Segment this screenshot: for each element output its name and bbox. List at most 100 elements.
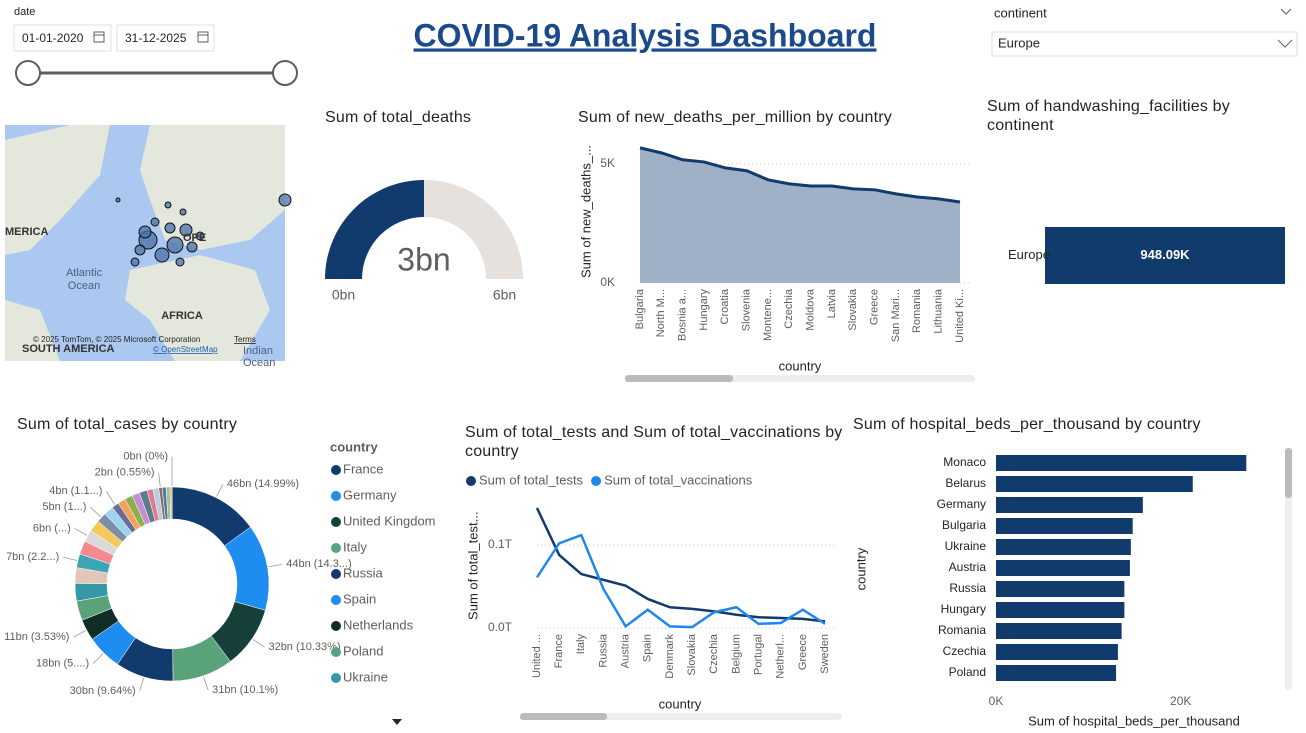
x-axis-title: country: [659, 696, 702, 711]
y-tick-label: Ukraine: [945, 539, 987, 553]
x-tick-label: Slovakia: [686, 633, 698, 675]
map-label: OPE: [183, 232, 206, 244]
legend-label: Netherlands: [343, 617, 414, 632]
y-tick-label: Romania: [938, 623, 986, 637]
data-label: 18bn (5....): [36, 657, 89, 669]
leader-line: [252, 638, 265, 648]
map-label: SOUTH AMERICA: [22, 343, 115, 355]
map-label: Ocean: [68, 280, 100, 292]
map-osm[interactable]: © OpenStreetMap: [153, 345, 218, 354]
scrollbar[interactable]: [1285, 448, 1292, 690]
x-tick-label: Hungary: [698, 289, 710, 331]
legend-label: France: [343, 461, 383, 476]
slicer-label: date: [14, 6, 35, 18]
dropdown[interactable]: [991, 31, 1298, 57]
x-tick-label: Czechia: [708, 633, 720, 674]
chart-title: Sum of new_deaths_per_million by country: [578, 109, 892, 126]
y-tick-label: Poland: [949, 665, 986, 679]
gauge-tick-label: 6bn: [493, 287, 516, 303]
legend-scroll[interactable]: [392, 719, 402, 725]
y-tick-label: Russia: [949, 581, 986, 595]
slider-handle[interactable]: [272, 60, 298, 86]
legend-marker: [331, 673, 341, 683]
calendar-icons: [93, 31, 209, 43]
date-start[interactable]: 01-01-2020: [22, 31, 84, 45]
x-tick-label: Portugal: [752, 634, 764, 675]
data-label: 11bn (3.53%): [4, 631, 69, 643]
map-label: Atlantic: [66, 267, 103, 279]
x-tick-label: United Ki...: [954, 289, 966, 343]
x-axis-title: Sum of hospital_beds_per_thousand: [1028, 713, 1240, 728]
gauge-tick-label: 0bn: [332, 287, 355, 303]
leader-line: [92, 653, 104, 664]
scroll-thumb[interactable]: [625, 375, 733, 382]
legend-marker: [331, 491, 341, 501]
data-label: 5bn (1...): [42, 501, 86, 513]
bar: [996, 581, 1125, 597]
leader-line: [158, 472, 161, 487]
bar: [996, 518, 1133, 534]
map-label: AFRICA: [161, 310, 203, 322]
date-end[interactable]: 31-12-2025: [125, 31, 187, 45]
scroll-thumb[interactable]: [520, 713, 607, 720]
date-input[interactable]: [13, 24, 112, 52]
map-label: Indian: [243, 345, 273, 357]
map-terms[interactable]: Terms: [234, 335, 256, 344]
y-axis-title: Sum of new_deaths_...: [578, 145, 593, 278]
bar: [1045, 227, 1285, 284]
legend-marker: [331, 569, 341, 579]
legend-label: United Kingdom: [343, 513, 436, 528]
x-tick-label: Czechia: [783, 288, 795, 329]
x-tick-label: Croatia: [719, 288, 731, 324]
x-tick-label: France: [553, 634, 565, 668]
map-label: MERICA: [5, 226, 48, 238]
bar: [996, 665, 1117, 681]
dashboard-title: COVID-19 Analysis Dashboard: [414, 17, 877, 53]
data-label: 6bn (...): [33, 522, 71, 534]
legend-marker: [331, 543, 341, 553]
x-tick-label: Lithuania: [933, 288, 945, 334]
bar: [996, 497, 1143, 513]
y-tick-label: Monaco: [943, 455, 986, 469]
data-label: 44bn (14.3...): [286, 558, 351, 570]
line: [639, 146, 961, 204]
chevron[interactable]: [1280, 8, 1292, 15]
chart-title: Sum of total_deaths: [325, 109, 472, 126]
slicer-label: continent: [994, 5, 1047, 20]
y-tick-label: 0K: [600, 275, 615, 289]
x-tick-label: 20K: [1170, 694, 1191, 708]
x-tick-label: United ...: [531, 634, 543, 678]
slider-handle[interactable]: [15, 60, 41, 86]
y-tick-label: Belarus: [945, 476, 986, 490]
chevron[interactable]: [1277, 39, 1293, 48]
dropdown-value[interactable]: Europe: [998, 35, 1040, 50]
legend-label: Sum of total_vaccinations: [604, 472, 753, 487]
bar: [996, 539, 1131, 555]
leader-line: [216, 484, 224, 497]
data-label: 46bn (14.99%): [227, 478, 299, 490]
x-tick-label: Belgium: [730, 634, 742, 674]
line: [535, 507, 826, 623]
map-attribution: © 2025 TomTom, © 2025 Microsoft Corporat…: [33, 335, 200, 344]
y-tick-label: Hungary: [941, 602, 986, 616]
x-tick-label: Greece: [869, 289, 881, 325]
legend-label: Germany: [343, 487, 397, 502]
chart-title: Sum of hospital_beds_per_thousand by cou…: [853, 416, 1201, 433]
data-label: 7bn (2.2...): [6, 551, 59, 563]
y-axis-title: country: [853, 547, 868, 590]
map[interactable]: [5, 125, 292, 361]
y-tick-label: Czechia: [943, 644, 987, 658]
x-tick-label: Slovenia: [741, 288, 753, 331]
leader-line: [73, 630, 86, 638]
x-tick-label: Italy: [575, 634, 587, 655]
x-tick-label: Romania: [911, 288, 923, 333]
data-label: 0bn (0%): [123, 451, 168, 463]
scroll-thumb[interactable]: [1285, 448, 1292, 498]
legend-label: Russia: [343, 565, 384, 580]
legend-label: Poland: [343, 643, 383, 658]
x-axis-title: country: [779, 358, 822, 373]
legend-label: Sum of total_tests: [479, 472, 584, 487]
x-tick-label: Denmark: [664, 634, 676, 679]
legend-title: country: [330, 439, 378, 454]
